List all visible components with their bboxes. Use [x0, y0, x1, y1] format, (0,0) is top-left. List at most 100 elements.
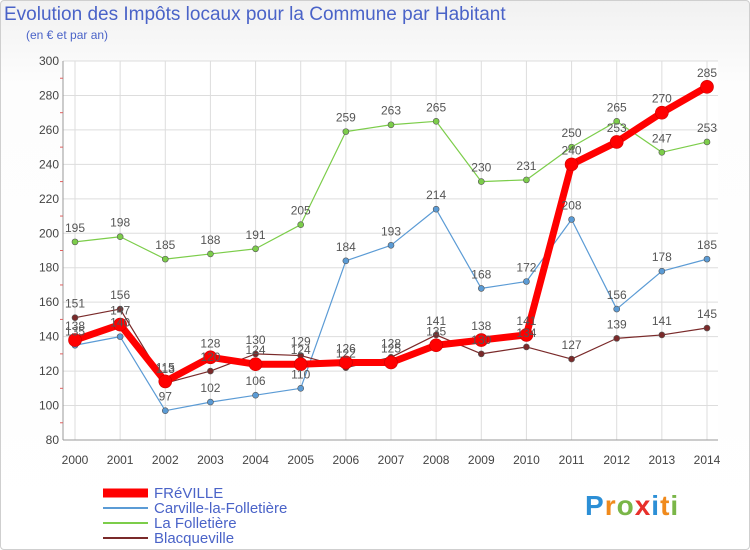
data-label-0: 285 — [697, 66, 717, 80]
data-point-2 — [116, 233, 124, 241]
data-label-3: 129 — [291, 335, 311, 349]
data-point-1 — [342, 257, 350, 265]
legend-entry-1: Carville-la-Folletière — [154, 500, 287, 517]
data-label-3: 130 — [246, 333, 266, 347]
data-label-0: 240 — [562, 143, 582, 157]
data-point-2 — [297, 221, 305, 228]
x-tick-label: 2007 — [378, 453, 405, 467]
data-label-0: 270 — [652, 92, 672, 106]
data-point-0 — [339, 355, 353, 370]
x-tick-label: 2010 — [513, 453, 540, 467]
data-label-3: 113 — [156, 362, 175, 376]
data-point-1 — [658, 267, 666, 275]
data-label-0: 138 — [65, 319, 85, 333]
data-point-2 — [342, 128, 350, 135]
data-label-2: 231 — [516, 159, 536, 173]
x-tick-label: 2008 — [423, 453, 450, 467]
x-tick-label: 2013 — [649, 453, 676, 467]
y-tick-label: 200 — [39, 226, 59, 240]
data-point-0 — [293, 357, 308, 372]
data-label-0: 126 — [336, 341, 356, 355]
data-point-2 — [207, 250, 214, 258]
y-tick-label: 120 — [39, 364, 59, 378]
y-tick-label: 300 — [39, 54, 59, 68]
chart-subtitle: (en € et par an) — [26, 28, 109, 42]
data-point-0 — [700, 80, 714, 94]
data-label-2: 250 — [562, 126, 582, 140]
x-tick-label: 2006 — [333, 453, 360, 467]
data-label-2: 247 — [652, 131, 672, 145]
data-point-2 — [658, 149, 666, 156]
data-label-1: 135 — [65, 324, 85, 338]
data-point-0 — [474, 333, 489, 347]
data-point-3 — [207, 367, 214, 375]
data-point-3 — [477, 350, 485, 358]
data-point-0 — [564, 157, 579, 172]
data-label-2: 265 — [607, 100, 627, 114]
data-label-1: 178 — [652, 250, 672, 264]
data-label-2: 188 — [200, 233, 220, 247]
data-label-1: 185 — [697, 238, 717, 252]
data-label-2: 253 — [697, 121, 717, 135]
data-label-3: 134 — [516, 326, 536, 340]
legend-entry-2: La Folletière — [154, 515, 237, 532]
data-point-0 — [113, 317, 127, 332]
proxiti-logo: Proxiti — [585, 490, 680, 521]
data-label-1: 214 — [426, 188, 446, 202]
y-tick-label: 280 — [39, 88, 59, 102]
data-label-0: 147 — [110, 304, 130, 318]
data-label-1: 208 — [562, 198, 582, 212]
data-label-0: 138 — [471, 319, 491, 333]
data-label-0: 125 — [381, 341, 401, 355]
data-label-3: 156 — [110, 288, 130, 302]
data-label-1: 140 — [110, 316, 130, 330]
x-tick-label: 2002 — [152, 453, 179, 467]
y-tick-label: 140 — [39, 330, 59, 344]
data-label-1: 106 — [246, 374, 266, 388]
data-label-2: 230 — [471, 161, 491, 175]
data-label-0: 253 — [607, 121, 627, 135]
data-point-1 — [297, 385, 305, 392]
data-label-2: 198 — [110, 216, 130, 230]
x-tick-label: 2012 — [603, 453, 630, 467]
data-label-3: 127 — [562, 338, 582, 352]
data-point-3 — [432, 331, 440, 339]
data-label-2: 191 — [246, 228, 266, 242]
data-point-1 — [432, 205, 440, 213]
data-point-2 — [523, 176, 530, 184]
data-label-2: 195 — [65, 221, 85, 235]
data-point-2 — [432, 117, 440, 125]
y-tick-label: 80 — [46, 433, 60, 447]
data-point-0 — [68, 333, 82, 347]
data-point-0 — [248, 357, 263, 372]
data-label-3: 120 — [200, 350, 220, 364]
data-label-2: 259 — [336, 111, 356, 125]
data-point-2 — [252, 245, 259, 253]
y-tick-label: 220 — [39, 192, 59, 206]
legend-entry-0: FRéVILLE — [154, 485, 223, 502]
data-point-3 — [71, 314, 79, 321]
data-point-1 — [523, 278, 530, 285]
data-label-2: 265 — [426, 100, 446, 114]
data-point-1 — [207, 398, 214, 406]
data-point-0 — [429, 338, 443, 353]
x-tick-label: 2003 — [197, 453, 224, 467]
data-point-0 — [609, 135, 624, 149]
y-tick-label: 240 — [39, 157, 59, 171]
data-label-3: 141 — [426, 314, 446, 328]
data-label-3: 141 — [652, 314, 672, 328]
x-tick-label: 2000 — [62, 453, 89, 467]
data-point-0 — [158, 374, 173, 389]
data-point-1 — [116, 333, 124, 340]
data-point-1 — [252, 391, 259, 399]
data-label-1: 172 — [516, 261, 536, 275]
data-point-3 — [568, 355, 575, 363]
data-label-0: 128 — [200, 336, 220, 350]
data-label-0: 115 — [156, 360, 175, 374]
data-label-2: 185 — [155, 238, 175, 252]
data-label-0: 124 — [291, 343, 311, 357]
data-point-1 — [161, 407, 169, 415]
data-point-1 — [703, 255, 711, 263]
data-point-1 — [387, 242, 395, 249]
